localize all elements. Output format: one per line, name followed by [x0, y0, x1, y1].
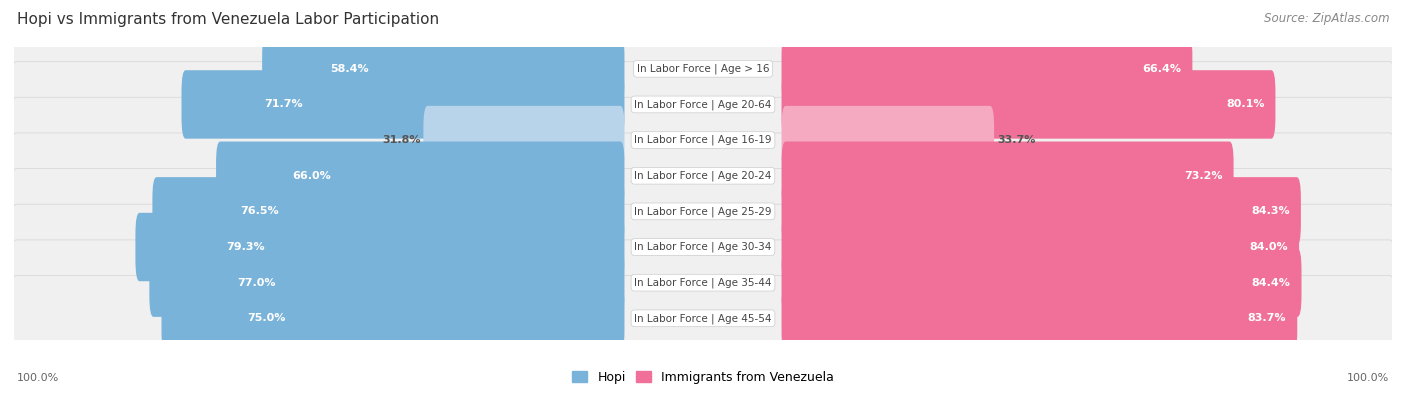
FancyBboxPatch shape	[11, 276, 1395, 361]
Text: 100.0%: 100.0%	[17, 373, 59, 383]
FancyBboxPatch shape	[782, 284, 1298, 352]
Text: 83.7%: 83.7%	[1247, 313, 1286, 324]
Legend: Hopi, Immigrants from Venezuela: Hopi, Immigrants from Venezuela	[568, 366, 838, 389]
Text: 84.4%: 84.4%	[1251, 278, 1291, 288]
Text: In Labor Force | Age 25-29: In Labor Force | Age 25-29	[634, 206, 772, 216]
Text: 80.1%: 80.1%	[1226, 100, 1264, 109]
FancyBboxPatch shape	[262, 35, 624, 103]
FancyBboxPatch shape	[152, 177, 624, 246]
FancyBboxPatch shape	[782, 213, 1299, 281]
Text: 76.5%: 76.5%	[240, 206, 278, 216]
Text: In Labor Force | Age 45-54: In Labor Force | Age 45-54	[634, 313, 772, 324]
FancyBboxPatch shape	[162, 284, 624, 352]
Text: 58.4%: 58.4%	[330, 64, 368, 74]
Text: 31.8%: 31.8%	[382, 135, 420, 145]
Text: In Labor Force | Age 20-64: In Labor Force | Age 20-64	[634, 99, 772, 110]
FancyBboxPatch shape	[782, 248, 1302, 317]
Text: 84.0%: 84.0%	[1250, 242, 1288, 252]
Text: In Labor Force | Age 20-24: In Labor Force | Age 20-24	[634, 171, 772, 181]
FancyBboxPatch shape	[11, 62, 1395, 147]
Text: 33.7%: 33.7%	[997, 135, 1035, 145]
FancyBboxPatch shape	[11, 133, 1395, 218]
Text: 73.2%: 73.2%	[1184, 171, 1223, 181]
FancyBboxPatch shape	[423, 106, 624, 174]
Text: 66.4%: 66.4%	[1142, 64, 1181, 74]
FancyBboxPatch shape	[135, 213, 624, 281]
Text: In Labor Force | Age > 16: In Labor Force | Age > 16	[637, 64, 769, 74]
FancyBboxPatch shape	[11, 26, 1395, 111]
FancyBboxPatch shape	[181, 70, 624, 139]
FancyBboxPatch shape	[782, 141, 1233, 210]
Text: 77.0%: 77.0%	[238, 278, 276, 288]
FancyBboxPatch shape	[149, 248, 624, 317]
Text: Source: ZipAtlas.com: Source: ZipAtlas.com	[1264, 12, 1389, 25]
Text: 71.7%: 71.7%	[264, 100, 302, 109]
Text: 75.0%: 75.0%	[247, 313, 285, 324]
FancyBboxPatch shape	[11, 204, 1395, 290]
FancyBboxPatch shape	[782, 35, 1192, 103]
FancyBboxPatch shape	[782, 106, 994, 174]
Text: In Labor Force | Age 30-34: In Labor Force | Age 30-34	[634, 242, 772, 252]
FancyBboxPatch shape	[11, 97, 1395, 183]
Text: 79.3%: 79.3%	[226, 242, 264, 252]
Text: 100.0%: 100.0%	[1347, 373, 1389, 383]
Text: 66.0%: 66.0%	[292, 171, 330, 181]
Text: Hopi vs Immigrants from Venezuela Labor Participation: Hopi vs Immigrants from Venezuela Labor …	[17, 12, 439, 27]
FancyBboxPatch shape	[11, 240, 1395, 325]
FancyBboxPatch shape	[11, 169, 1395, 254]
Text: 84.3%: 84.3%	[1251, 206, 1289, 216]
FancyBboxPatch shape	[217, 141, 624, 210]
FancyBboxPatch shape	[782, 177, 1301, 246]
Text: In Labor Force | Age 35-44: In Labor Force | Age 35-44	[634, 277, 772, 288]
Text: In Labor Force | Age 16-19: In Labor Force | Age 16-19	[634, 135, 772, 145]
FancyBboxPatch shape	[782, 70, 1275, 139]
